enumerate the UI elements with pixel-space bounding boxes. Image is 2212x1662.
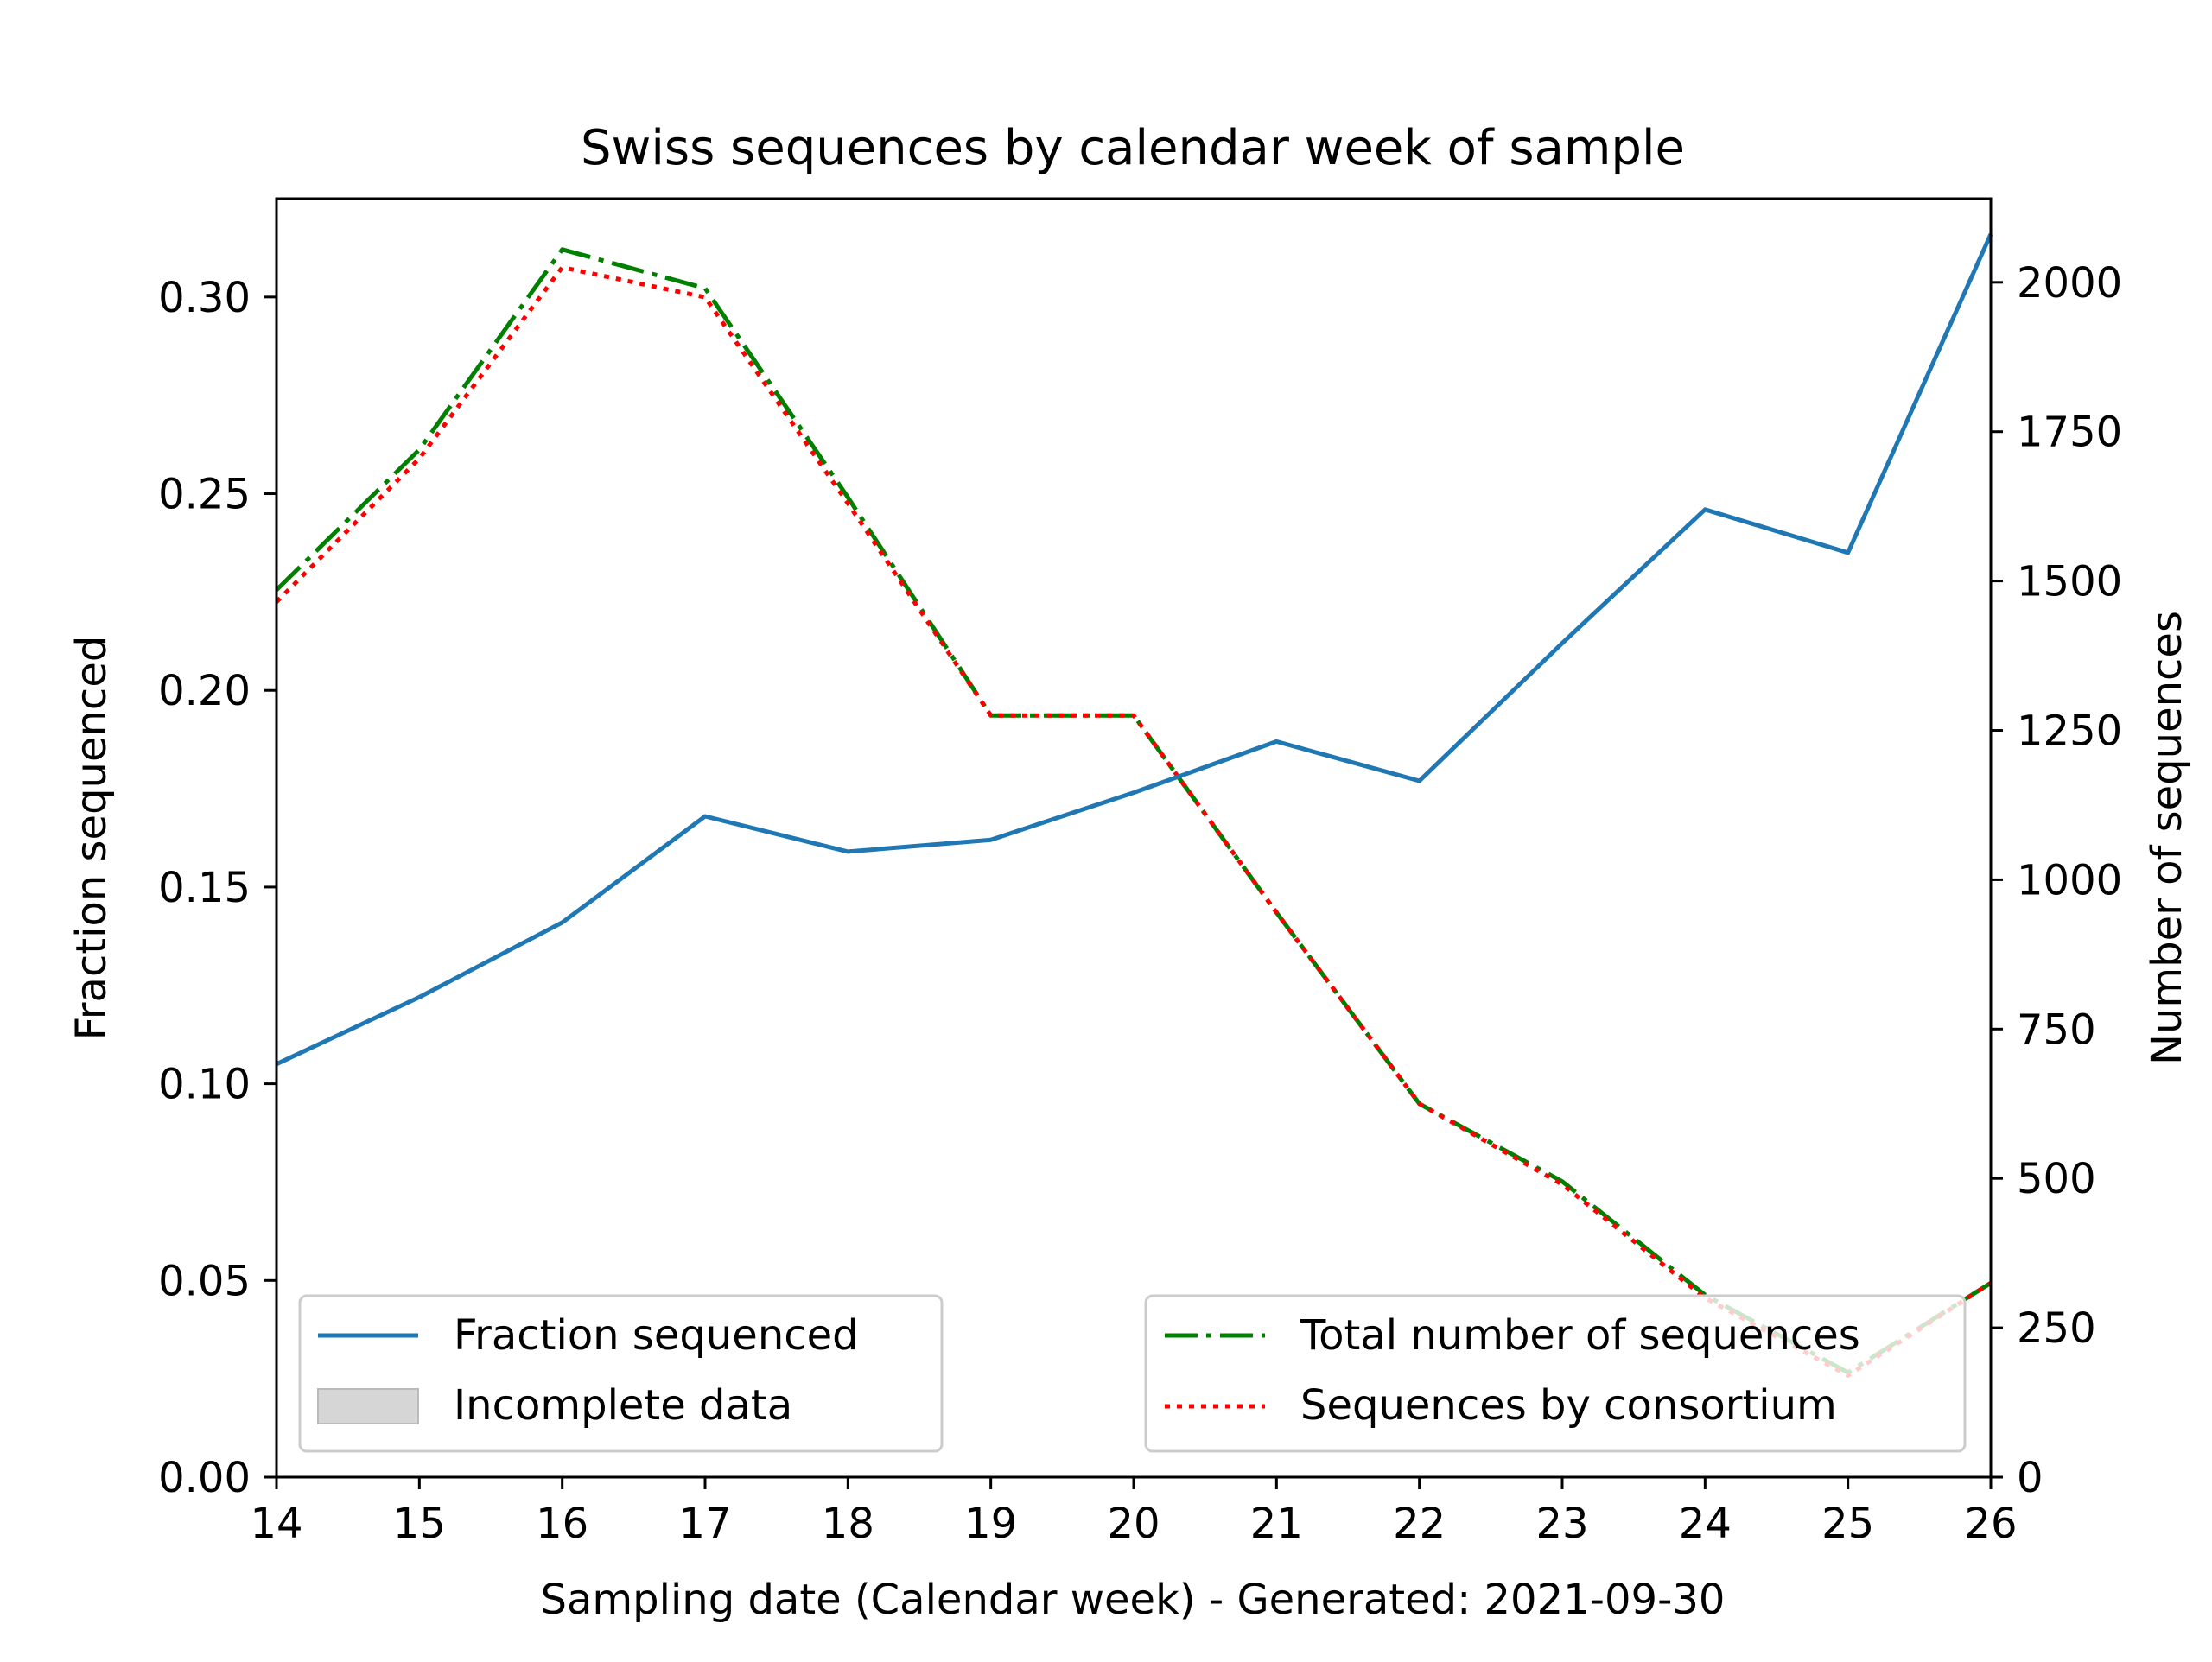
x-tick-label: 14 bbox=[250, 1500, 302, 1548]
series-line-fraction-sequenced bbox=[275, 232, 1993, 1067]
left-y-tick-label: 0.10 bbox=[158, 1061, 251, 1109]
left-y-tick-label: 0.00 bbox=[158, 1454, 251, 1502]
x-tick-label: 21 bbox=[1250, 1500, 1303, 1548]
x-tick-label: 26 bbox=[1964, 1500, 2017, 1548]
left-y-tick-label: 0.20 bbox=[158, 667, 251, 715]
legend-left: Fraction sequenced Incomplete data bbox=[298, 1294, 944, 1453]
legend-fraction-label: Fraction sequenced bbox=[454, 1311, 859, 1360]
chart-title: Swiss sequences by calendar week of samp… bbox=[581, 120, 1685, 176]
left-y-tick-label: 0.25 bbox=[158, 471, 251, 519]
legend-right: Total number of sequences Sequences by c… bbox=[1144, 1294, 1967, 1453]
right-y-tick-label: 750 bbox=[2017, 1005, 2096, 1054]
x-tick-label: 24 bbox=[1679, 1500, 1732, 1548]
right-y-tick-label: 1500 bbox=[2017, 558, 2122, 606]
right-y-tick-label: 2000 bbox=[2017, 259, 2122, 308]
x-tick-label: 19 bbox=[964, 1500, 1017, 1548]
x-axis-label: Sampling date (Calendar week) - Generate… bbox=[541, 1576, 1726, 1624]
x-tick-label: 16 bbox=[536, 1500, 588, 1548]
right-y-axis-label: Number of sequences bbox=[2143, 611, 2191, 1065]
left-y-axis-ticks: 0.00 0.05 0.10 0.15 0.20 0.25 0.30 bbox=[158, 274, 276, 1502]
legend-left-box bbox=[298, 1294, 944, 1453]
left-y-tick-label: 0.15 bbox=[158, 864, 251, 912]
x-tick-label: 20 bbox=[1107, 1500, 1160, 1548]
right-y-tick-label: 500 bbox=[2017, 1155, 2096, 1203]
x-tick-label: 22 bbox=[1393, 1500, 1446, 1548]
legend-right-box bbox=[1144, 1294, 1967, 1453]
left-y-tick-label: 0.05 bbox=[158, 1257, 251, 1305]
x-tick-label: 15 bbox=[393, 1500, 446, 1548]
x-tick-label: 18 bbox=[822, 1500, 874, 1548]
right-y-tick-label: 1000 bbox=[2017, 856, 2122, 904]
right-y-tick-label: 250 bbox=[2017, 1304, 2096, 1353]
legend-total-label: Total number of sequences bbox=[1300, 1311, 1860, 1360]
series-line-sequences-by-consortium bbox=[275, 265, 1993, 1378]
x-tick-label: 17 bbox=[678, 1500, 731, 1548]
left-y-tick-label: 0.30 bbox=[158, 274, 251, 322]
right-y-tick-label: 1250 bbox=[2017, 707, 2122, 756]
legend-incomplete-label: Incomplete data bbox=[454, 1381, 792, 1430]
left-y-axis-label: Fraction sequenced bbox=[67, 636, 116, 1041]
right-y-tick-label: 1750 bbox=[2017, 409, 2122, 457]
x-tick-label: 25 bbox=[1821, 1500, 1874, 1548]
legend-incomplete-swatch bbox=[317, 1388, 419, 1424]
legend-consortium-label: Sequences by consortium bbox=[1300, 1381, 1837, 1430]
right-y-tick-label: 0 bbox=[2017, 1454, 2044, 1502]
right-y-axis-ticks: 0 250 500 750 1000 1250 1500 1750 2000 bbox=[1991, 259, 2122, 1502]
x-axis-ticks: 14 15 16 17 18 19 20 21 22 23 24 25 26 bbox=[250, 1477, 2018, 1548]
x-tick-label: 23 bbox=[1535, 1500, 1588, 1548]
